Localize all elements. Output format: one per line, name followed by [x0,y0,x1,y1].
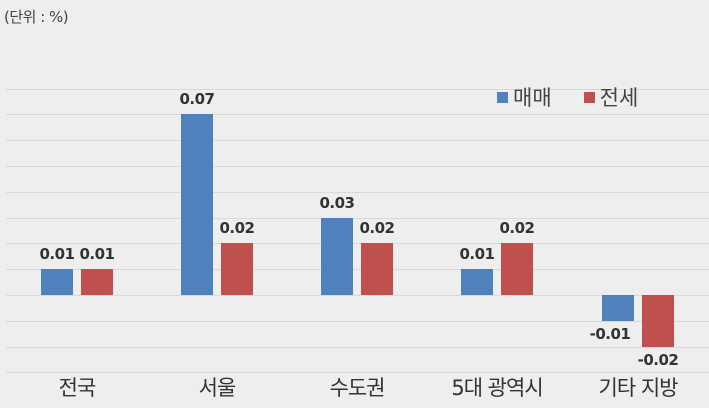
legend-swatch-jeonse [583,91,595,103]
category-label: 전국 [58,376,97,400]
legend: 매매 전세 [497,82,670,112]
bar-jeonse [221,243,253,295]
category-label: 수도권 [329,376,386,400]
category-label: 서울 [198,376,237,400]
data-label: -0.02 [637,351,679,369]
data-label: 0.01 [459,245,495,263]
gridline [6,114,709,115]
legend-label-jeonse: 전세 [599,86,639,110]
legend-item-jeonse: 전세 [583,82,639,112]
legend-label-sale: 매매 [513,86,552,110]
data-label: 0.03 [319,194,355,212]
gridline [6,295,709,296]
gridline [6,269,709,270]
data-label: 0.02 [219,219,255,237]
category-label: 5대 광역시 [451,376,543,400]
unit-label: (단위 : %) [4,8,69,26]
data-label: 0.01 [39,245,75,263]
bar-sale [41,269,73,295]
gridline [6,140,709,141]
data-label: 0.01 [79,245,115,263]
gridline [6,372,709,373]
gridline [6,166,709,167]
bar-sale [181,114,213,295]
bar-jeonse [501,243,533,295]
category-label: 기타 지방 [598,376,679,400]
gridline [6,347,709,348]
bar-jeonse [642,295,674,347]
gridline [6,321,709,322]
data-label: 0.02 [359,219,395,237]
bar-jeonse [81,269,113,295]
data-label: 0.02 [499,219,535,237]
gridline [6,243,709,244]
data-label: -0.01 [589,325,631,343]
bar-jeonse [361,243,393,295]
gridline [6,192,709,193]
data-label: 0.07 [179,90,215,108]
gridline [6,89,709,90]
bar-sale [461,269,493,295]
legend-swatch-sale [497,91,508,103]
legend-item-sale: 매매 [497,82,552,112]
bar-sale [321,218,353,295]
gridline [6,218,709,219]
bar-sale [602,295,634,321]
